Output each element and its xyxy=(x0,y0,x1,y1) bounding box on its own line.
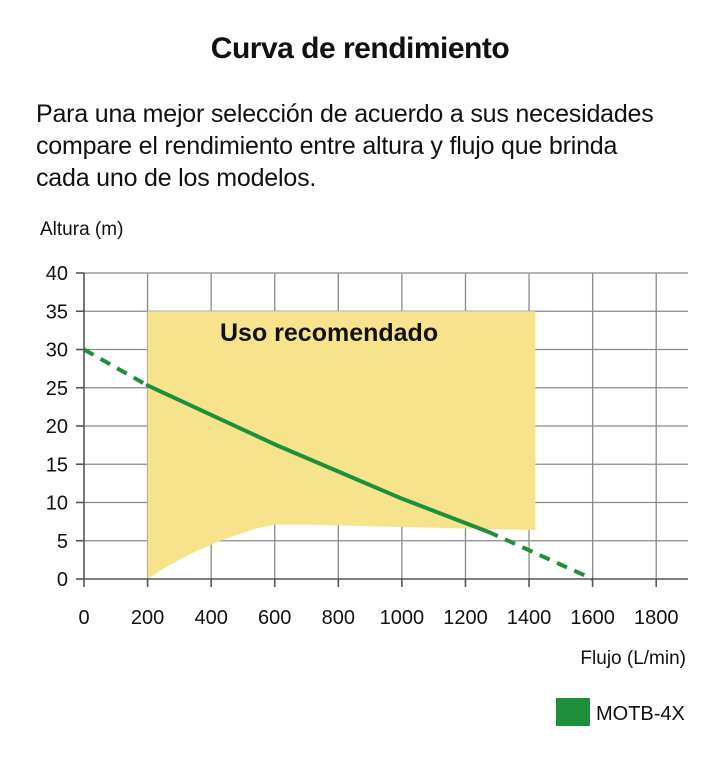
legend-swatch xyxy=(556,698,590,726)
description-line-3: cada uno de los modelos. xyxy=(36,164,317,192)
recommended-area-layer xyxy=(147,311,536,579)
recommended-area-label: Uso recomendado xyxy=(220,319,438,347)
x-axis-label: Flujo (L/min) xyxy=(580,648,686,669)
series-line-dashed-start xyxy=(83,347,149,388)
y-tick-label-15: 15 xyxy=(46,454,68,476)
x-tick-label-400: 400 xyxy=(194,607,227,629)
description-line-1: Para una mejor selección de acuerdo a su… xyxy=(36,100,654,128)
y-tick-label-0: 0 xyxy=(57,569,68,591)
series-layer xyxy=(83,347,594,581)
chart-description: Para una mejor selección de acuerdo a su… xyxy=(36,98,696,194)
x-tick-label-1800: 1800 xyxy=(634,607,679,629)
page-title: Curva de rendimiento xyxy=(210,32,510,65)
recommended-area xyxy=(147,311,536,579)
labels: Altura (m) Flujo (L/min) Uso recomendado xyxy=(40,219,686,669)
series-line-solid xyxy=(145,383,490,534)
legend-label: MOTB-4X xyxy=(596,703,685,725)
y-tick-label-10: 10 xyxy=(46,493,68,515)
x-tick-label-1400: 1400 xyxy=(507,607,552,629)
y-tick-label-5: 5 xyxy=(57,531,68,553)
x-tick-label-1000: 1000 xyxy=(380,607,425,629)
description-line-2: compare el rendimiento entre altura y fl… xyxy=(36,132,618,160)
y-axis-label: Altura (m) xyxy=(40,219,123,240)
x-tick-label-800: 800 xyxy=(322,607,355,629)
x-tick-label-200: 200 xyxy=(131,607,164,629)
x-tick-label-0: 0 xyxy=(78,607,89,629)
y-tick-label-35: 35 xyxy=(46,301,68,323)
x-tick-label-1600: 1600 xyxy=(570,607,615,629)
y-tick-label-20: 20 xyxy=(46,416,68,438)
x-tick-label-1200: 1200 xyxy=(443,607,488,629)
y-tick-label-40: 40 xyxy=(46,263,68,285)
x-tick-label-600: 600 xyxy=(258,607,291,629)
legend: MOTB-4X xyxy=(556,698,685,726)
series-line-dashed-end xyxy=(486,529,594,581)
y-tick-label-30: 30 xyxy=(46,340,68,362)
y-tick-label-25: 25 xyxy=(46,378,68,400)
